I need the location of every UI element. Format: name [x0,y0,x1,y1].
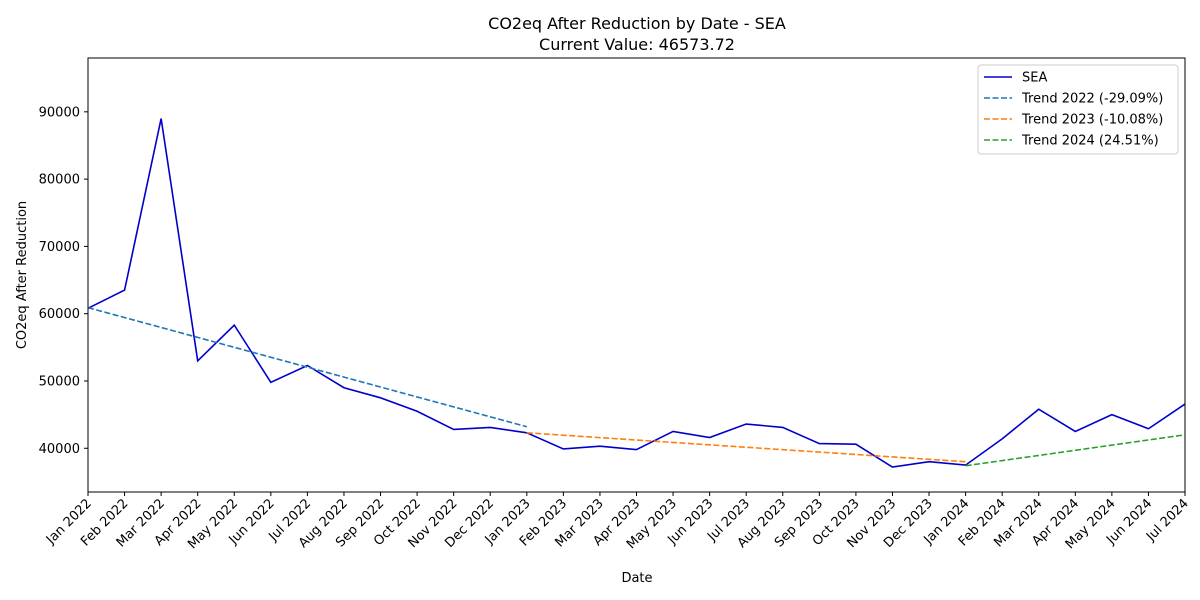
y-tick-label: 90000 [39,105,80,120]
legend: SEA Trend 2022 (-29.09%) Trend 2023 (-10.0… [977,64,1179,155]
series-line-2 [526,431,966,463]
series-line-3 [965,434,1186,467]
chart-subtitle: Current Value: 46573.72 [539,35,735,54]
y-tick-label: 80000 [39,173,80,188]
x-axis-label: Date [621,571,652,586]
legend-label-2: Trend 2023 (-10.08%) [1021,113,1163,128]
legend-label-1: Trend 2022 (-29.09%) [1021,92,1163,107]
series-line-0 [87,118,1186,468]
y-axis-label: CO2eq After Reduction [15,201,30,349]
legend-label-0: SEA [1022,71,1047,86]
y-axis: 40000 50000 60000 70000 80000 90000 [39,105,88,457]
series-line-1 [87,306,528,428]
legend-label-3: Trend 2024 (24.51%) [1021,134,1159,149]
y-tick-label: 60000 [39,307,80,322]
series-layer [87,118,1186,468]
y-tick-label: 50000 [39,374,80,389]
legend-box [977,64,1179,155]
chart-title: CO2eq After Reduction by Date - SEA [488,14,786,33]
y-tick-label: 40000 [39,442,80,457]
y-tick-label: 70000 [39,240,80,255]
